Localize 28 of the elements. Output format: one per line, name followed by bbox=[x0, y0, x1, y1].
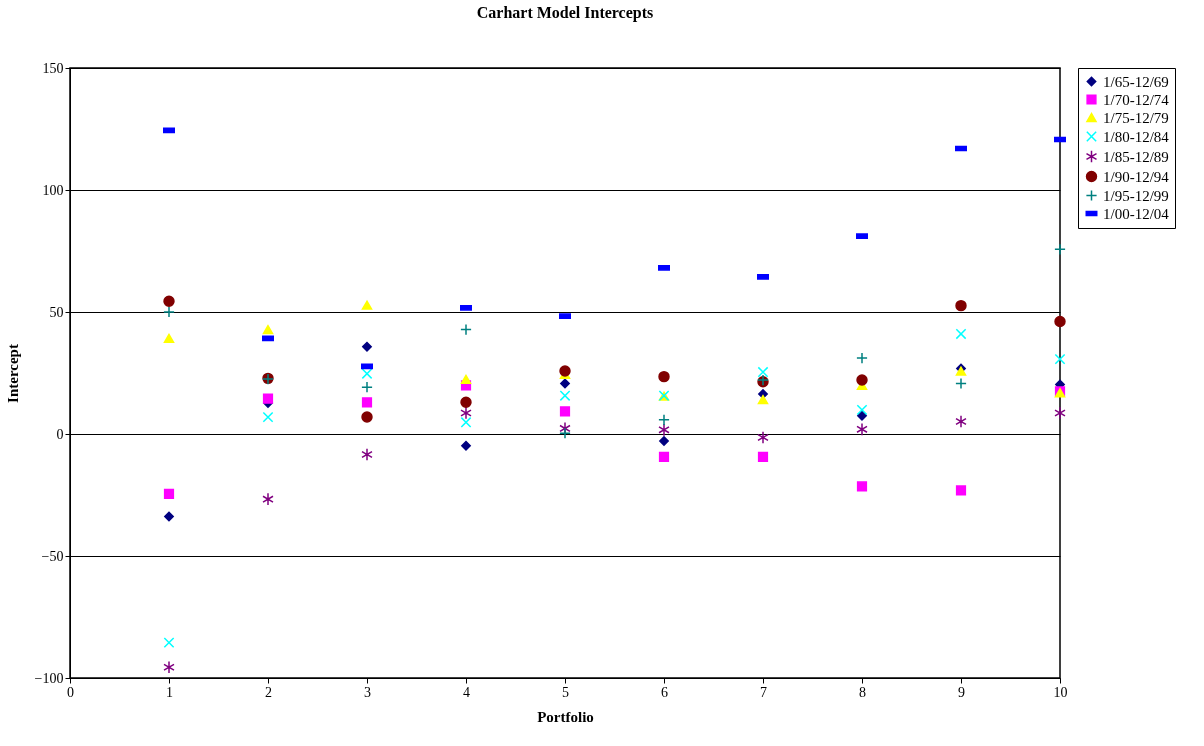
x-tick-label: 4 bbox=[463, 684, 470, 700]
y-tick-label: 50 bbox=[49, 304, 64, 320]
x-tick-label: 7 bbox=[760, 684, 767, 700]
legend-label: 1/95-12/99 bbox=[1103, 187, 1169, 204]
y-tick-label: −100 bbox=[34, 670, 64, 686]
y-tick-label: −50 bbox=[41, 548, 64, 564]
y-axis-title: Intercept bbox=[4, 344, 21, 403]
y-tick-label: 0 bbox=[56, 426, 64, 442]
legend-label: 1/65-12/69 bbox=[1103, 73, 1169, 90]
x-tick-label: 8 bbox=[859, 684, 866, 700]
legend-label: 1/85-12/89 bbox=[1103, 148, 1169, 165]
x-axis-title: Portfolio bbox=[537, 708, 594, 725]
x-tick-label: 6 bbox=[661, 684, 668, 700]
legend-label: 1/75-12/79 bbox=[1103, 109, 1169, 126]
chart-title: Carhart Model Intercepts bbox=[476, 4, 654, 22]
y-tick-label: 150 bbox=[42, 60, 64, 76]
x-tick-label: 9 bbox=[958, 684, 965, 700]
x-tick-label: 10 bbox=[1053, 684, 1068, 700]
x-tick-label: 5 bbox=[562, 684, 569, 700]
x-tick-label: 3 bbox=[364, 684, 371, 700]
legend-label: 1/70-12/74 bbox=[1103, 91, 1170, 108]
legend-label: 1/90-12/94 bbox=[1103, 168, 1170, 185]
legend-label: 1/00-12/04 bbox=[1103, 205, 1170, 222]
x-tick-label: 0 bbox=[67, 684, 74, 700]
legend-label: 1/80-12/84 bbox=[1103, 128, 1170, 145]
x-tick-label: 1 bbox=[166, 684, 173, 700]
x-tick-label: 2 bbox=[265, 684, 272, 700]
y-tick-label: 100 bbox=[42, 182, 64, 198]
